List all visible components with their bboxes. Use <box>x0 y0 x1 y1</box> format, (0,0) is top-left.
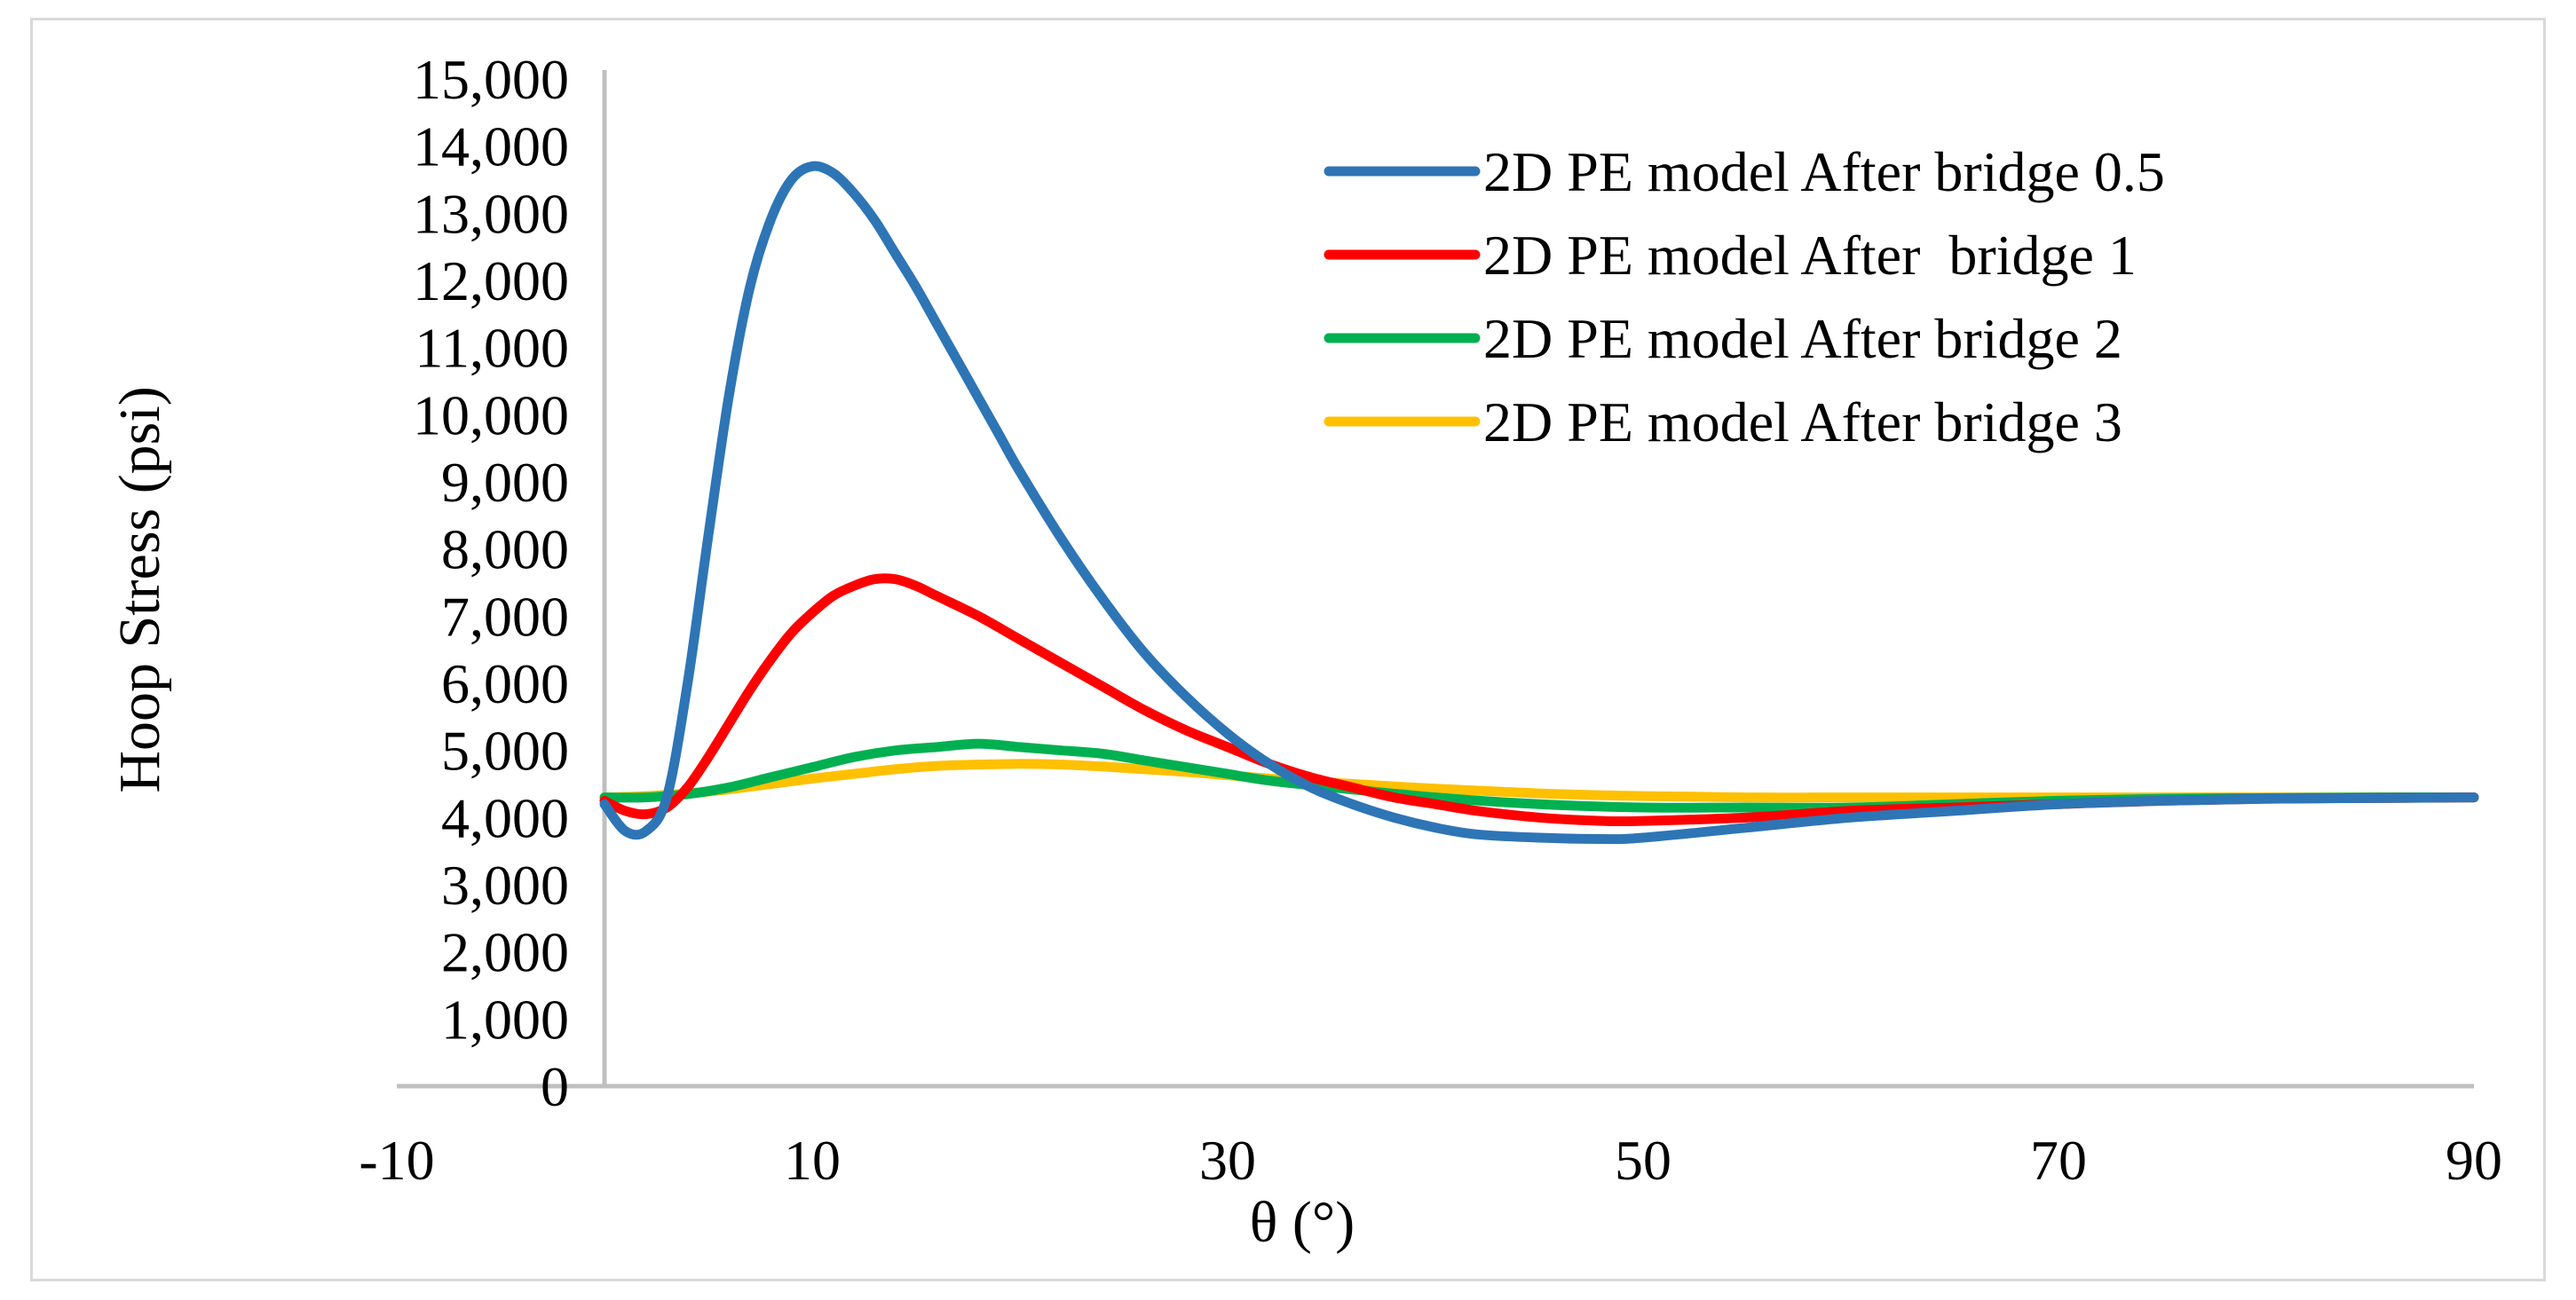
y-tick-label: 6,000 <box>441 652 569 715</box>
y-tick-label: 13,000 <box>413 182 569 245</box>
legend-label-1: 2D PE model After bridge 0.5 <box>1483 140 2165 203</box>
y-tick-label: 5,000 <box>441 720 569 783</box>
y-tick-label: 12,000 <box>413 249 569 312</box>
y-tick-label: 14,000 <box>413 115 569 178</box>
x-tick-label: 50 <box>1615 1129 1671 1192</box>
y-tick-label: 15,000 <box>413 48 569 111</box>
y-tick-label: 8,000 <box>441 518 569 581</box>
x-tick-label: 10 <box>784 1129 841 1192</box>
series-line-2 <box>599 573 2479 827</box>
chart-frame: 0 1,000 2,000 3,000 4,000 5,000 6,000 7,000 8,00… <box>30 18 2546 1281</box>
legend-label-3: 2D PE model After bridge 2 <box>1483 307 2122 370</box>
y-tick-label: 7,000 <box>441 585 569 648</box>
legend-label-2: 2D PE model After bridge 1 <box>1483 224 2137 287</box>
tick-labels: 01,0002,0003,0004,0005,0006,0007,0008,00… <box>359 48 2502 1192</box>
legend-label-4: 2D PE model After bridge 3 <box>1483 390 2122 453</box>
y-tick-label: 1,000 <box>441 988 569 1051</box>
y-tick-label: 11,000 <box>415 317 569 380</box>
y-tick-label: 10,000 <box>413 383 569 446</box>
series-line-4 <box>599 759 2479 803</box>
y-tick-label: 4,000 <box>441 786 569 849</box>
y-tick-label: 9,000 <box>441 451 569 514</box>
axes <box>397 70 2474 1089</box>
x-axis-title: θ (°) <box>1250 1190 1355 1255</box>
line-chart: 01,0002,0003,0004,0005,0006,0007,0008,00… <box>107 48 2502 1255</box>
y-tick-label: 0 <box>541 1055 569 1118</box>
legend: 2D PE model After bridge 0.5 2D PE model … <box>1324 140 2165 453</box>
series-line-1 <box>599 161 2479 845</box>
x-tick-label: 30 <box>1199 1129 1256 1192</box>
y-tick-label: 2,000 <box>441 921 569 984</box>
x-tick-label: 90 <box>2446 1129 2502 1192</box>
x-tick-label: 70 <box>2030 1129 2087 1192</box>
x-tick-label: -10 <box>359 1129 434 1192</box>
series-lines <box>599 161 2479 845</box>
y-tick-label: 3,000 <box>441 854 569 917</box>
y-axis-title: Hoop Stress (psi) <box>107 386 172 792</box>
